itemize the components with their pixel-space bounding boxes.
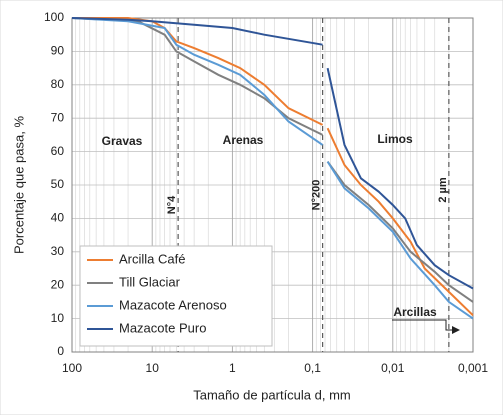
region-label: Limos	[377, 132, 413, 146]
x-tick-label: 1	[229, 361, 236, 375]
y-tick-label: 60	[51, 144, 65, 158]
legend-label: Mazacote Puro	[119, 320, 206, 335]
y-axis-label: Porcentaje que pasa, %	[11, 116, 26, 254]
legend-label: Mazacote Arenoso	[119, 297, 227, 312]
y-tick-label: 70	[51, 110, 65, 124]
arrow-head	[452, 326, 460, 334]
y-tick-label: 30	[51, 244, 65, 258]
x-axis-label: Tamaño de partícula d, mm	[193, 387, 351, 402]
x-tick-label: 10	[146, 361, 160, 375]
y-tick-label: 20	[51, 277, 65, 291]
reference-label: 2 µm	[437, 177, 449, 203]
y-tick-label: 90	[51, 44, 65, 58]
y-tick-label: 40	[51, 211, 65, 225]
legend-label: Arcilla Café	[119, 251, 185, 266]
legend-label: Till Glaciar	[119, 274, 181, 289]
x-tick-label: 0,001	[458, 361, 488, 375]
y-tick-label: 100	[44, 10, 64, 24]
y-tick-label: 80	[51, 77, 65, 91]
x-tick-label: 0,1	[304, 361, 321, 375]
region-label: Arenas	[223, 133, 264, 147]
y-tick-label: 0	[57, 344, 64, 358]
plot-frame	[71, 17, 474, 353]
series-line	[71, 17, 474, 320]
y-tick-label: 50	[51, 177, 65, 191]
region-label: Gravas	[102, 134, 143, 148]
x-tick-label: 0,01	[381, 361, 405, 375]
series-line	[71, 17, 474, 290]
y-tick-label: 10	[51, 311, 65, 325]
region-label: Arcillas	[393, 305, 437, 319]
reference-label: N°4	[166, 195, 178, 214]
reference-label: N°200	[311, 180, 323, 211]
x-tick-label: 100	[62, 361, 82, 375]
arrow	[392, 319, 452, 331]
